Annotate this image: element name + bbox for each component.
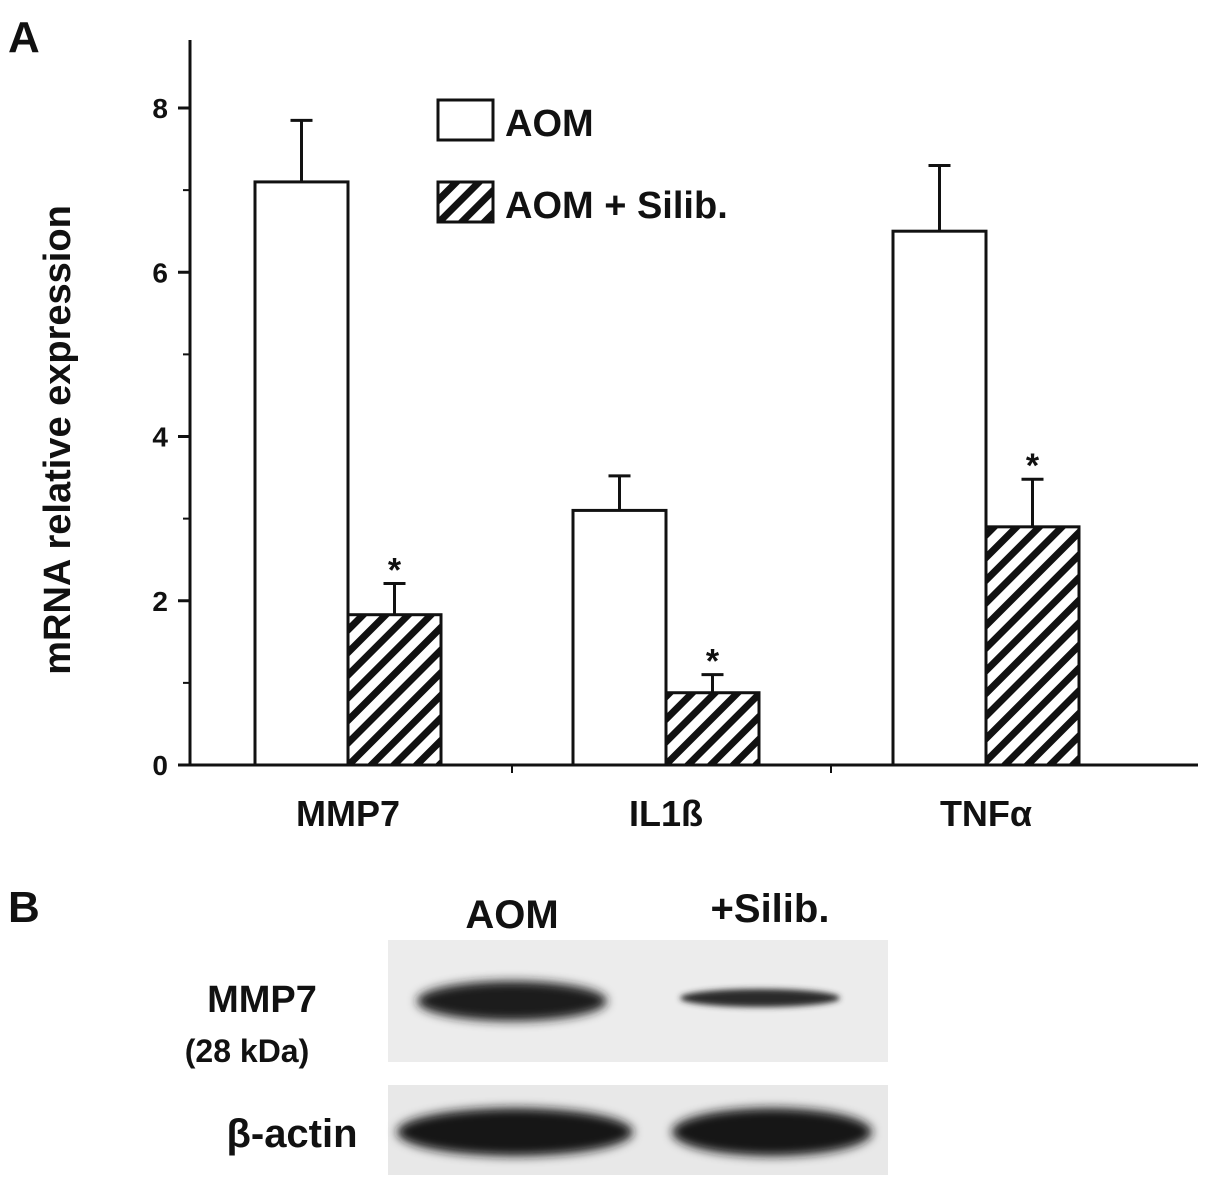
significance-marker: * [1026, 447, 1040, 485]
bar-aom-1 [571, 508, 668, 767]
legend: AOM AOM + Silib. [436, 98, 728, 227]
western-blot: AOM +Silib. MMP7 (28 kDa) β-actin [185, 887, 888, 1175]
bar-aom-2 [891, 229, 988, 767]
significance-marker: * [706, 643, 720, 681]
bars: * * * [253, 118, 1081, 767]
y-tick-label: 4 [152, 422, 168, 453]
category-label: TNFα [940, 793, 1032, 834]
bar-chart: 0 2 4 6 8 * * * MMP7 IL1ß TNFα mRNA relative exp… [37, 40, 1198, 834]
lane-label-silib: +Silib. [711, 887, 830, 931]
y-axis-title: mRNA relative expression [37, 205, 79, 675]
significance-marker: * [388, 552, 402, 590]
y-tick-label: 6 [152, 257, 168, 288]
panel-b-letter: B [8, 883, 40, 932]
bar-silib-0 [346, 613, 443, 767]
legend-swatch-aom [436, 98, 495, 142]
category-labels: MMP7 IL1ß TNFα [296, 793, 1032, 834]
bar-aom-0 [253, 180, 350, 767]
panel-a-letter: A [8, 13, 40, 62]
lane-label-aom: AOM [465, 893, 558, 937]
category-label: IL1ß [629, 793, 703, 834]
band-mmp7-aom [417, 981, 607, 1021]
band-actin-aom [397, 1108, 633, 1156]
legend-label-aom: AOM [505, 103, 594, 145]
band-mmp7-silib [680, 989, 840, 1007]
y-tick-label: 2 [152, 586, 168, 617]
band-actin-silib [672, 1108, 872, 1156]
y-tick-label: 8 [152, 93, 168, 124]
blot-row-sublabel-mmp7: (28 kDa) [185, 1033, 310, 1069]
y-tick-label: 0 [152, 750, 168, 781]
category-label: MMP7 [296, 793, 400, 834]
y-ticks: 0 2 4 6 8 [152, 93, 190, 781]
x-ticks [511, 765, 832, 773]
legend-swatch-silib [436, 180, 495, 224]
blot-row-label-mmp7: MMP7 [207, 979, 317, 1021]
bar-silib-2 [984, 525, 1081, 767]
blot-row-label-actin: β-actin [226, 1112, 357, 1156]
bar-silib-1 [664, 691, 761, 767]
legend-label-silib: AOM + Silib. [505, 185, 728, 227]
